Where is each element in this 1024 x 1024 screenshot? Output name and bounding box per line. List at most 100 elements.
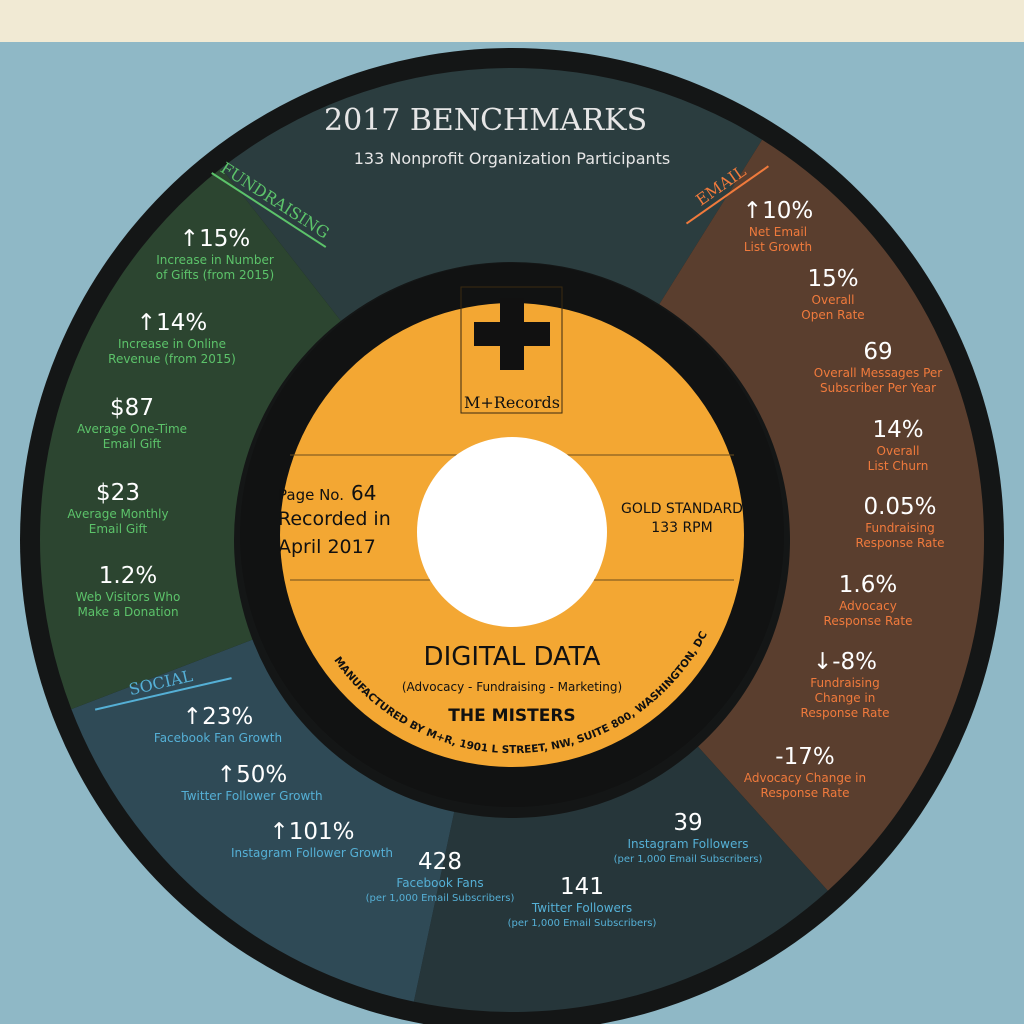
stat-label: of Gifts (from 2015): [155, 268, 275, 282]
stat: 1.2% Web Visitors Who Make a Donation: [8, 565, 248, 620]
stat: 428 Facebook Fans (per 1,000 Email Subscri…: [320, 851, 560, 906]
stat: 0.05% Fundraising Response Rate: [780, 496, 1020, 551]
stat-label: Overall: [876, 444, 920, 458]
logo-plus: [474, 298, 550, 370]
stat: 14% Overall List Churn: [778, 419, 1018, 474]
title: 2017 BENCHMARKS: [324, 103, 647, 138]
subtitle: 133 Nonprofit Organization Participants: [354, 149, 671, 168]
stat: $23 Average Monthly Email Gift: [0, 482, 238, 537]
stat-label: Average One-Time: [76, 422, 188, 436]
stat: $87 Average One-Time Email Gift: [12, 397, 252, 452]
stat: 15% Overall Open Rate: [713, 268, 953, 323]
sectors: [40, 67, 984, 1012]
stat-value: $23: [96, 480, 140, 506]
stat-value: 141: [560, 874, 604, 900]
stat-value: ↑15%: [179, 226, 251, 252]
stat-label: Advocacy: [839, 599, 897, 613]
stat: 69 Overall Messages Per Subscriber Per Yea…: [758, 341, 998, 396]
stat-label: Average Monthly: [67, 507, 169, 521]
stat-label: (per 1,000 Email Subscribers): [365, 893, 515, 904]
stat-label: Open Rate: [801, 308, 865, 322]
sector: [71, 639, 455, 1002]
recorded-date: April 2017: [278, 536, 376, 558]
section-rule: [211, 172, 327, 248]
stat-label: Twitter Followers: [531, 901, 633, 915]
stat: ↑50% Twitter Follower Growth: [132, 764, 372, 804]
stat: ↑14% Increase in Online Revenue (from 2015…: [52, 312, 292, 367]
stat-label: Overall: [811, 293, 855, 307]
stat-label: Increase in Online: [117, 337, 227, 351]
stat-label: Increase in Number: [156, 253, 274, 267]
stat-label: (per 1,000 Email Subscribers): [507, 918, 657, 929]
genre: (Advocacy - Fundraising - Marketing): [402, 680, 622, 694]
stat-value: 14%: [872, 417, 924, 443]
stat-label: Net Email: [748, 225, 808, 239]
stat-label: Make a Donation: [77, 605, 179, 619]
stat-value: $87: [110, 395, 154, 421]
stat-label: Instagram Followers: [627, 837, 749, 851]
stat: ↑15% Increase in Number of Gifts (from 201…: [95, 228, 335, 283]
logo-box: [460, 286, 563, 414]
stat-label: (per 1,000 Email Subscribers): [613, 854, 763, 865]
stat-value: ↑50%: [216, 762, 288, 788]
brand: M+Records: [464, 393, 560, 412]
stat: -17% Advocacy Change in Response Rate: [685, 746, 925, 801]
top-strip: [0, 0, 1024, 42]
stat-label: Response Rate: [855, 536, 945, 550]
stat: ↓-8% Fundraising Change in Response Rate: [725, 651, 965, 721]
recorded: Recorded in: [278, 508, 391, 530]
sector: [221, 67, 763, 321]
stat-label: Response Rate: [823, 614, 913, 628]
stat: 141 Twitter Followers (per 1,000 Email Sub…: [462, 876, 702, 931]
stat-label: Instagram Follower Growth: [230, 846, 394, 860]
stat-label: Subscriber Per Year: [819, 381, 937, 395]
stat-label: Response Rate: [760, 786, 850, 800]
center-hole: [417, 437, 607, 627]
stat-label: Advocacy Change in: [743, 771, 867, 785]
stat-label: Twitter Follower Growth: [181, 789, 323, 803]
stat-value: 428: [418, 849, 462, 875]
stat: 39 Instagram Followers (per 1,000 Email Su…: [568, 812, 808, 867]
stat-label: List Growth: [743, 240, 813, 254]
stat-label: Facebook Fan Growth: [153, 731, 283, 745]
stat-value: 69: [863, 339, 893, 365]
stat-value: -17%: [775, 744, 835, 770]
stat-value: ↓-8%: [812, 649, 878, 675]
stat: ↑23% Facebook Fan Growth: [98, 706, 338, 746]
stat: ↑10% Net Email List Growth: [658, 200, 898, 255]
stat: 1.6% Advocacy Response Rate: [748, 574, 988, 629]
sector: [659, 139, 984, 891]
album: DIGITAL DATA: [424, 642, 601, 672]
stat-label: Web Visitors Who: [75, 590, 181, 604]
stat-value: 39: [673, 810, 703, 836]
stat-value: ↑101%: [269, 819, 355, 845]
stat-label: Fundraising: [865, 521, 935, 535]
stat-value: 1.6%: [838, 572, 898, 598]
stat-label: Overall Messages Per: [813, 366, 943, 380]
stat-label: Email Gift: [102, 437, 162, 451]
stat-label: List Churn: [867, 459, 929, 473]
stat-label: Response Rate: [800, 706, 890, 720]
artist: THE MISTERS: [448, 706, 575, 726]
stat-label: Change in: [814, 691, 876, 705]
stat-value: ↑10%: [742, 198, 814, 224]
stat-value: 15%: [807, 266, 859, 292]
section-rule: [685, 165, 769, 225]
stat-label: Fundraising: [810, 676, 880, 690]
page-prefix: Page No.: [278, 486, 344, 504]
standard: GOLD STANDARD: [621, 501, 743, 517]
page-number: 64: [351, 481, 376, 505]
stat-label: Facebook Fans: [396, 876, 484, 890]
rpm: 133 RPM: [651, 520, 712, 536]
stat-label: Email Gift: [88, 522, 148, 536]
stat: ↑101% Instagram Follower Growth: [192, 821, 432, 861]
stat-value: ↑23%: [182, 704, 254, 730]
stat-value: 0.05%: [863, 494, 937, 520]
section-rule: [94, 677, 232, 711]
stat-value: ↑14%: [136, 310, 208, 336]
sector: [413, 746, 828, 1012]
stat-label: Revenue (from 2015): [108, 352, 236, 366]
